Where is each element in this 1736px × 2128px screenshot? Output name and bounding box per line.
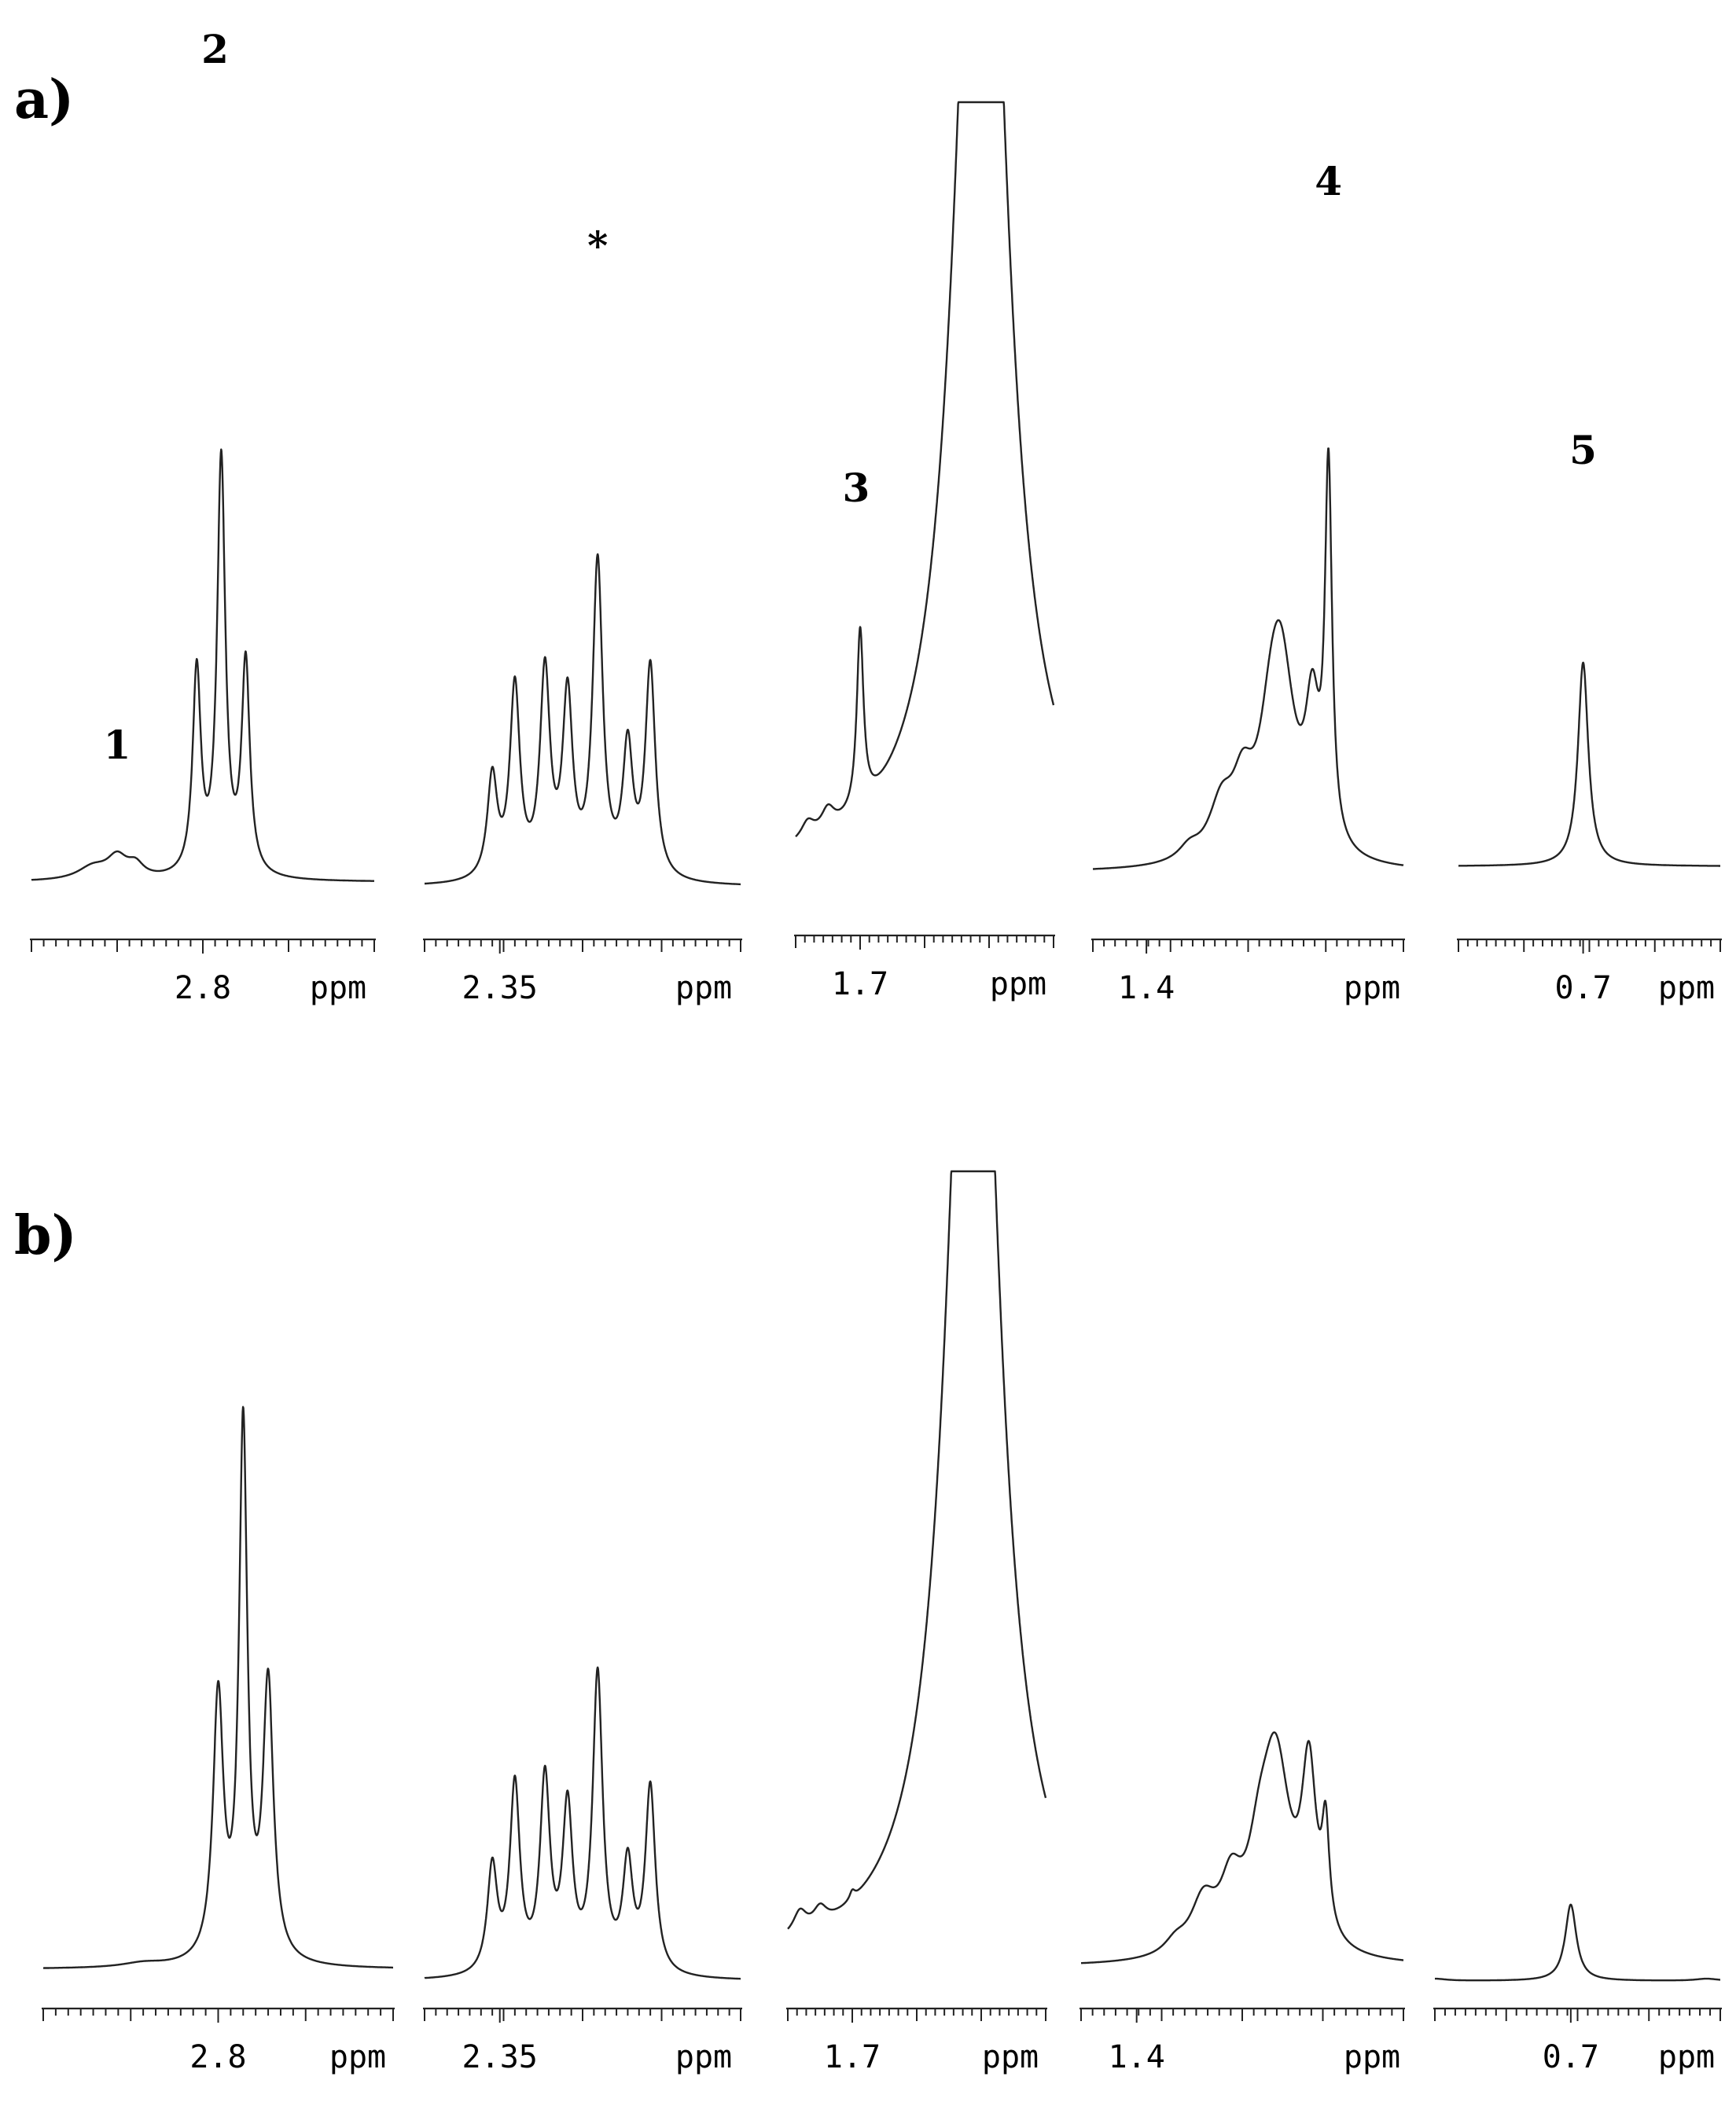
tick-label: 2.8	[175, 970, 231, 1006]
panel-b-segment-1: 2.8 ppm	[42, 1406, 395, 2075]
peak-label: 2	[201, 26, 229, 72]
spectrum-trace	[1080, 1731, 1404, 1964]
tick-label: 0.7	[1543, 2039, 1599, 2075]
panel-a-segment-5: 0.7 ppm 5	[1457, 427, 1722, 1006]
tick-label: 1.7	[832, 966, 888, 1002]
spectrum-trace	[424, 1666, 741, 1980]
ppm-unit-label: ppm	[982, 2039, 1039, 2075]
spectra-layer: 2.8 ppm 1 2 2.35 ppm * 1.7 ppm 3 1.4 ppm 4 0.7 ppm 5 2.8…	[30, 26, 1722, 2075]
panel-b-segment-3: 1.7 ppm	[786, 1170, 1047, 2075]
peak-label: 3	[842, 465, 870, 511]
ppm-unit-label: ppm	[675, 2039, 732, 2075]
ppm-unit-label: ppm	[1658, 2039, 1715, 2075]
panel-b-segment-2: 2.35 ppm	[423, 1666, 742, 2075]
tick-label: 2.35	[462, 2039, 538, 2075]
tick-label: 1.4	[1118, 970, 1175, 1006]
panel-a-segment-2: 2.35 ppm *	[423, 222, 742, 1006]
spectrum-trace	[1092, 447, 1404, 870]
spectrum-trace	[42, 1406, 394, 1969]
spectrum-trace	[31, 448, 375, 882]
ppm-unit-label: ppm	[310, 970, 366, 1006]
ppm-unit-label: ppm	[675, 970, 732, 1006]
panel-a-segment-1: 2.8 ppm 1 2	[30, 26, 376, 1006]
spectrum-trace	[795, 101, 1055, 838]
spectrum-trace	[424, 553, 741, 886]
ppm-unit-label: ppm	[1658, 970, 1715, 1006]
panel-b-segment-4: 1.4 ppm	[1079, 1731, 1405, 2075]
tick-label: 2.8	[189, 2039, 246, 2075]
tick-label: 2.35	[462, 970, 538, 1006]
ppm-unit-label: ppm	[990, 966, 1046, 1002]
spectrum-trace	[787, 1170, 1047, 1930]
tick-label: 1.4	[1109, 2039, 1165, 2075]
spectrum-trace	[1458, 661, 1721, 867]
panel-a-segment-4: 1.4 ppm 4	[1091, 158, 1405, 1006]
peak-label: 4	[1315, 158, 1342, 204]
peak-label: 1	[104, 722, 131, 768]
panel-b-label: b)	[14, 1204, 77, 1267]
ppm-unit-label: ppm	[1344, 970, 1400, 1006]
ppm-unit-label: ppm	[329, 2039, 386, 2075]
panel-a-segment-3: 1.7 ppm 3	[794, 101, 1055, 1002]
tick-label: 1.7	[824, 2039, 881, 2075]
tick-label: 0.7	[1554, 970, 1611, 1006]
peak-label: 5	[1569, 427, 1597, 473]
panel-a-label: a)	[14, 68, 74, 131]
peak-label: *	[587, 222, 608, 269]
ppm-unit-label: ppm	[1344, 2039, 1400, 2075]
panel-b-segment-5: 0.7 ppm	[1433, 1903, 1722, 2075]
spectrum-trace	[1434, 1903, 1721, 1982]
